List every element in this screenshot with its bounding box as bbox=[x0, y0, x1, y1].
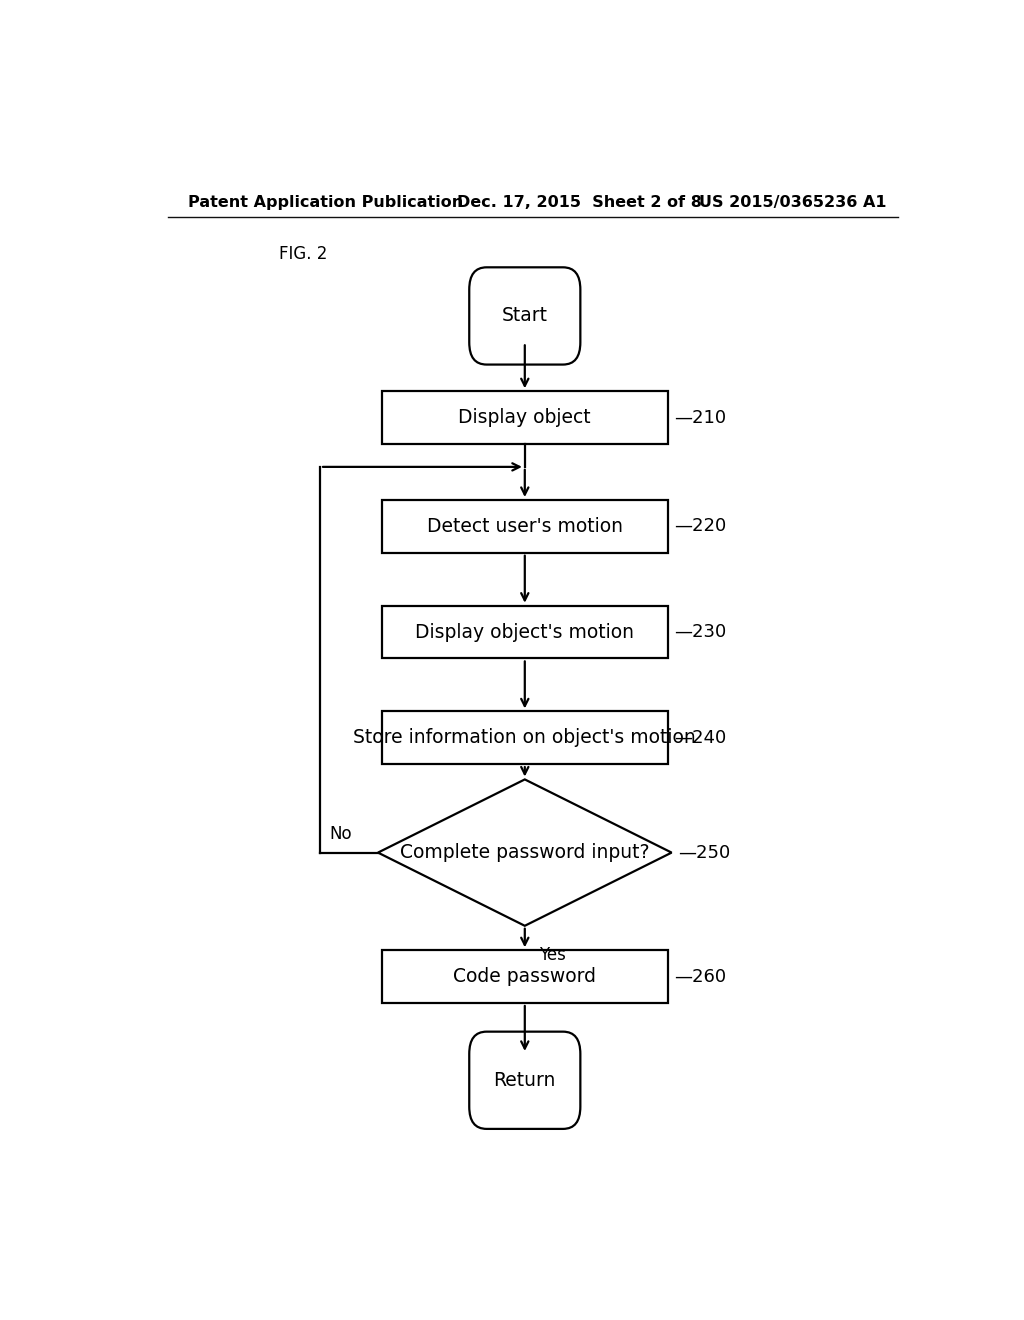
Text: Code password: Code password bbox=[454, 968, 596, 986]
Text: Yes: Yes bbox=[539, 946, 566, 964]
Text: Complete password input?: Complete password input? bbox=[400, 843, 649, 862]
Text: Store information on object's motion: Store information on object's motion bbox=[353, 729, 696, 747]
Text: —240: —240 bbox=[674, 729, 726, 747]
Bar bbox=[382, 391, 668, 444]
Bar bbox=[382, 606, 668, 659]
Text: —230: —230 bbox=[674, 623, 726, 642]
FancyBboxPatch shape bbox=[469, 268, 581, 364]
Text: FIG. 2: FIG. 2 bbox=[279, 246, 327, 263]
Text: —210: —210 bbox=[674, 409, 726, 426]
Text: —260: —260 bbox=[674, 968, 726, 986]
Text: Dec. 17, 2015  Sheet 2 of 8: Dec. 17, 2015 Sheet 2 of 8 bbox=[458, 194, 702, 210]
Bar bbox=[382, 500, 668, 553]
Text: —250: —250 bbox=[678, 843, 730, 862]
Polygon shape bbox=[378, 779, 672, 925]
Text: Return: Return bbox=[494, 1071, 556, 1090]
Text: Detect user's motion: Detect user's motion bbox=[427, 517, 623, 536]
Text: Display object: Display object bbox=[459, 408, 591, 428]
Text: Patent Application Publication: Patent Application Publication bbox=[187, 194, 463, 210]
Text: Display object's motion: Display object's motion bbox=[416, 623, 634, 642]
Bar bbox=[382, 950, 668, 1003]
Text: Start: Start bbox=[502, 306, 548, 326]
Text: US 2015/0365236 A1: US 2015/0365236 A1 bbox=[699, 194, 887, 210]
Text: No: No bbox=[330, 825, 352, 843]
Bar bbox=[382, 711, 668, 764]
FancyBboxPatch shape bbox=[469, 1032, 581, 1129]
Text: —220: —220 bbox=[674, 517, 726, 536]
